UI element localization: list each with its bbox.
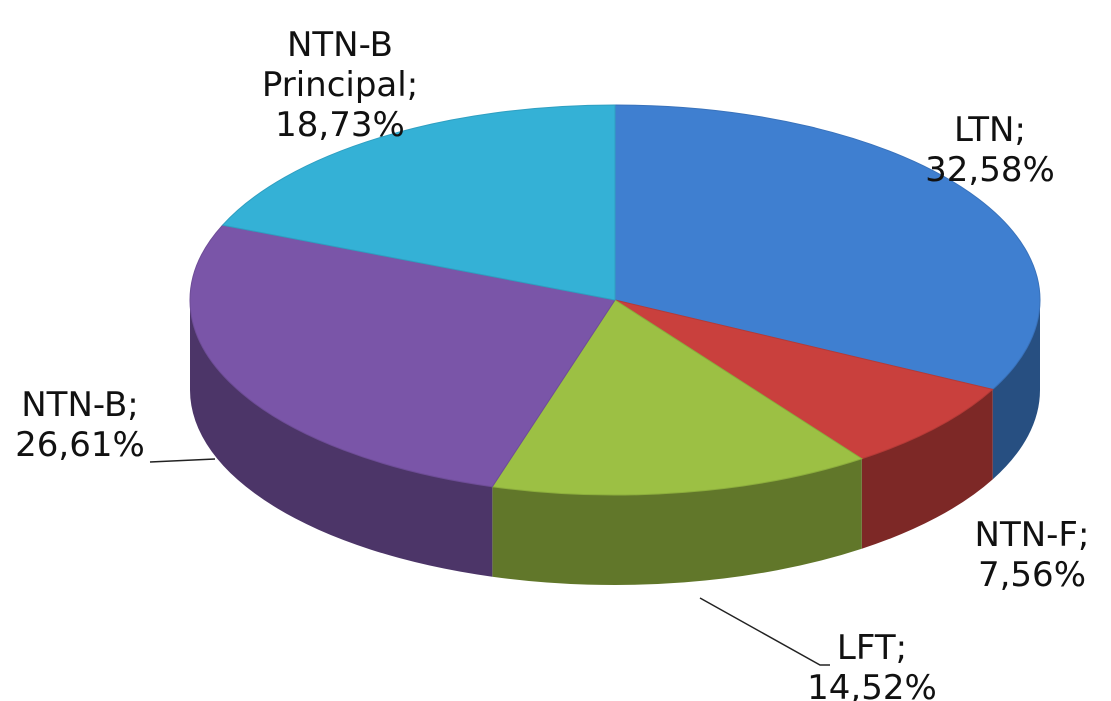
label-separator: ; xyxy=(1078,515,1090,555)
category-label: NTN-B Principal xyxy=(261,25,407,105)
slice xyxy=(491,299,863,496)
category-label: NTN-F xyxy=(974,515,1078,555)
leader-line xyxy=(149,458,216,463)
label-separator: ; xyxy=(895,628,908,668)
slice-side xyxy=(992,300,1040,480)
label-separator: ; xyxy=(127,385,139,425)
slice xyxy=(614,299,994,460)
leader-line xyxy=(699,597,830,666)
category-label: NTN-B xyxy=(21,385,128,425)
data-label: NTN-B Principal; 18,73% xyxy=(245,25,435,145)
data-label: NTN-F; 7,56% xyxy=(952,515,1111,595)
value-label: 14,52% xyxy=(807,668,937,701)
slice-side xyxy=(190,300,493,577)
pie-tops xyxy=(189,104,1041,496)
category-label: LTN xyxy=(954,110,1015,150)
slice xyxy=(614,104,1041,390)
value-label: 7,56% xyxy=(977,555,1086,595)
pie-sides xyxy=(190,300,1040,586)
data-label: LFT; 14,52% xyxy=(792,628,952,701)
value-label: 26,61% xyxy=(15,425,145,465)
value-label: 32,58% xyxy=(925,150,1055,190)
slice-side xyxy=(861,389,993,549)
category-label: LFT xyxy=(836,628,896,668)
data-label: LTN; 32,58% xyxy=(890,110,1090,190)
slice xyxy=(221,104,616,301)
slice-side xyxy=(492,458,862,586)
value-label: 18,73% xyxy=(275,105,405,145)
label-separator: ; xyxy=(406,65,419,105)
label-separator: ; xyxy=(1014,110,1026,150)
slice xyxy=(189,224,616,488)
data-label: NTN-B; 26,61% xyxy=(0,385,160,465)
